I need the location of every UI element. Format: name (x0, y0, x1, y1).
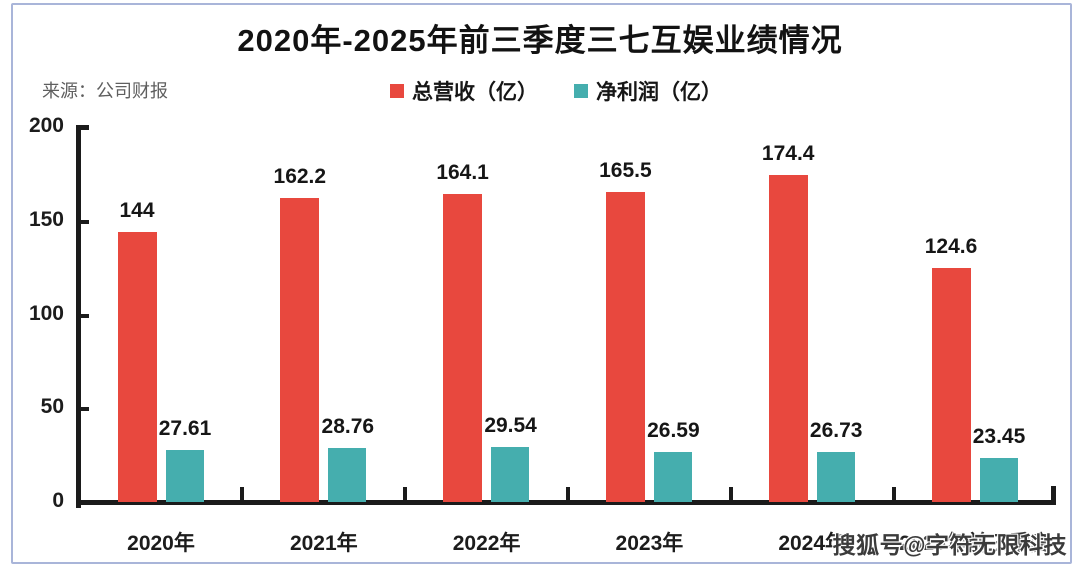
profit-swatch-icon (574, 84, 588, 98)
revenue-bar-2023年 (605, 191, 645, 502)
revenue-value-2024年: 174.4 (761, 142, 815, 165)
profit-bar-2022年 (491, 446, 530, 502)
x-tick-mark-1 (240, 487, 245, 501)
revenue-bar-2022年 (443, 194, 483, 502)
y-axis-top-hook (76, 125, 89, 130)
revenue-value-2023年: 165.5 (599, 158, 652, 182)
profit-bar-2021年 (328, 448, 367, 502)
x-axis-label-2024年: 2024年 (778, 532, 847, 555)
revenue-bar-2020年 (117, 232, 157, 502)
y-tick-label-0: 0 (52, 489, 64, 512)
source-note: 来源：公司财报 (42, 81, 168, 101)
profit-bar-2020年 (165, 450, 204, 502)
profit-value-2023年: 26.59 (647, 419, 700, 443)
profit-value-2025年前三季度: 23.45 (972, 425, 1026, 449)
profit-value-2024年: 26.73 (809, 418, 863, 442)
revenue-value-2021年: 162.2 (273, 164, 327, 188)
x-axis-label-2023年: 2023年 (615, 532, 684, 555)
legend-item-revenue: 总营收（亿） (390, 76, 538, 106)
watermark: 搜狐号@字符无限科技 (832, 532, 1067, 558)
revenue-bar-2025年前三季度 (931, 268, 971, 502)
revenue-value-2022年: 164.1 (436, 161, 489, 185)
legend-item-profit: 净利润（亿） (574, 76, 722, 106)
x-axis-label-2025年前三季度: 2025年前三季度 (899, 532, 1051, 555)
y-tick-label-50: 50 (40, 395, 64, 419)
x-axis-label-2021年: 2021年 (289, 532, 358, 555)
y-tick-label-150: 150 (28, 207, 64, 231)
legend-label-profit: 净利润（亿） (596, 81, 722, 104)
x-axis-label-2020年: 2020年 (127, 532, 195, 555)
profit-value-2020年: 27.61 (158, 417, 212, 441)
x-tick-mark-5 (891, 487, 896, 501)
profit-value-2021年: 28.76 (321, 415, 375, 439)
profit-bar-2025年前三季度 (979, 458, 1018, 502)
x-axis-end-hook (1051, 486, 1056, 505)
profit-value-2022年: 29.54 (484, 413, 537, 437)
legend: 总营收（亿） 净利润（亿） (390, 76, 722, 106)
y-tick-label-100: 100 (28, 301, 64, 325)
x-tick-mark-2 (403, 487, 408, 501)
revenue-bar-2021年 (280, 197, 320, 502)
revenue-value-2025年前三季度: 124.6 (924, 235, 978, 259)
profit-bar-2023年 (653, 452, 692, 502)
chart-title: 2020年-2025年前三季度三七互娱业绩情况 (237, 23, 843, 58)
y-tick-mark-100 (81, 313, 89, 318)
x-tick-mark-4 (728, 487, 733, 501)
y-axis-line (76, 125, 81, 508)
y-tick-mark-150 (81, 219, 89, 224)
revenue-value-2020年: 144 (119, 199, 155, 222)
profit-bar-2024年 (816, 451, 855, 502)
revenue-swatch-icon (390, 84, 404, 98)
revenue-bar-2024年 (768, 175, 808, 502)
x-tick-mark-3 (566, 487, 570, 501)
x-axis-line (76, 500, 1056, 505)
x-axis-label-2022年: 2022年 (452, 532, 521, 555)
y-tick-mark-50 (81, 407, 89, 412)
y-tick-label-200: 200 (28, 114, 64, 137)
legend-label-revenue: 总营收（亿） (412, 81, 538, 104)
